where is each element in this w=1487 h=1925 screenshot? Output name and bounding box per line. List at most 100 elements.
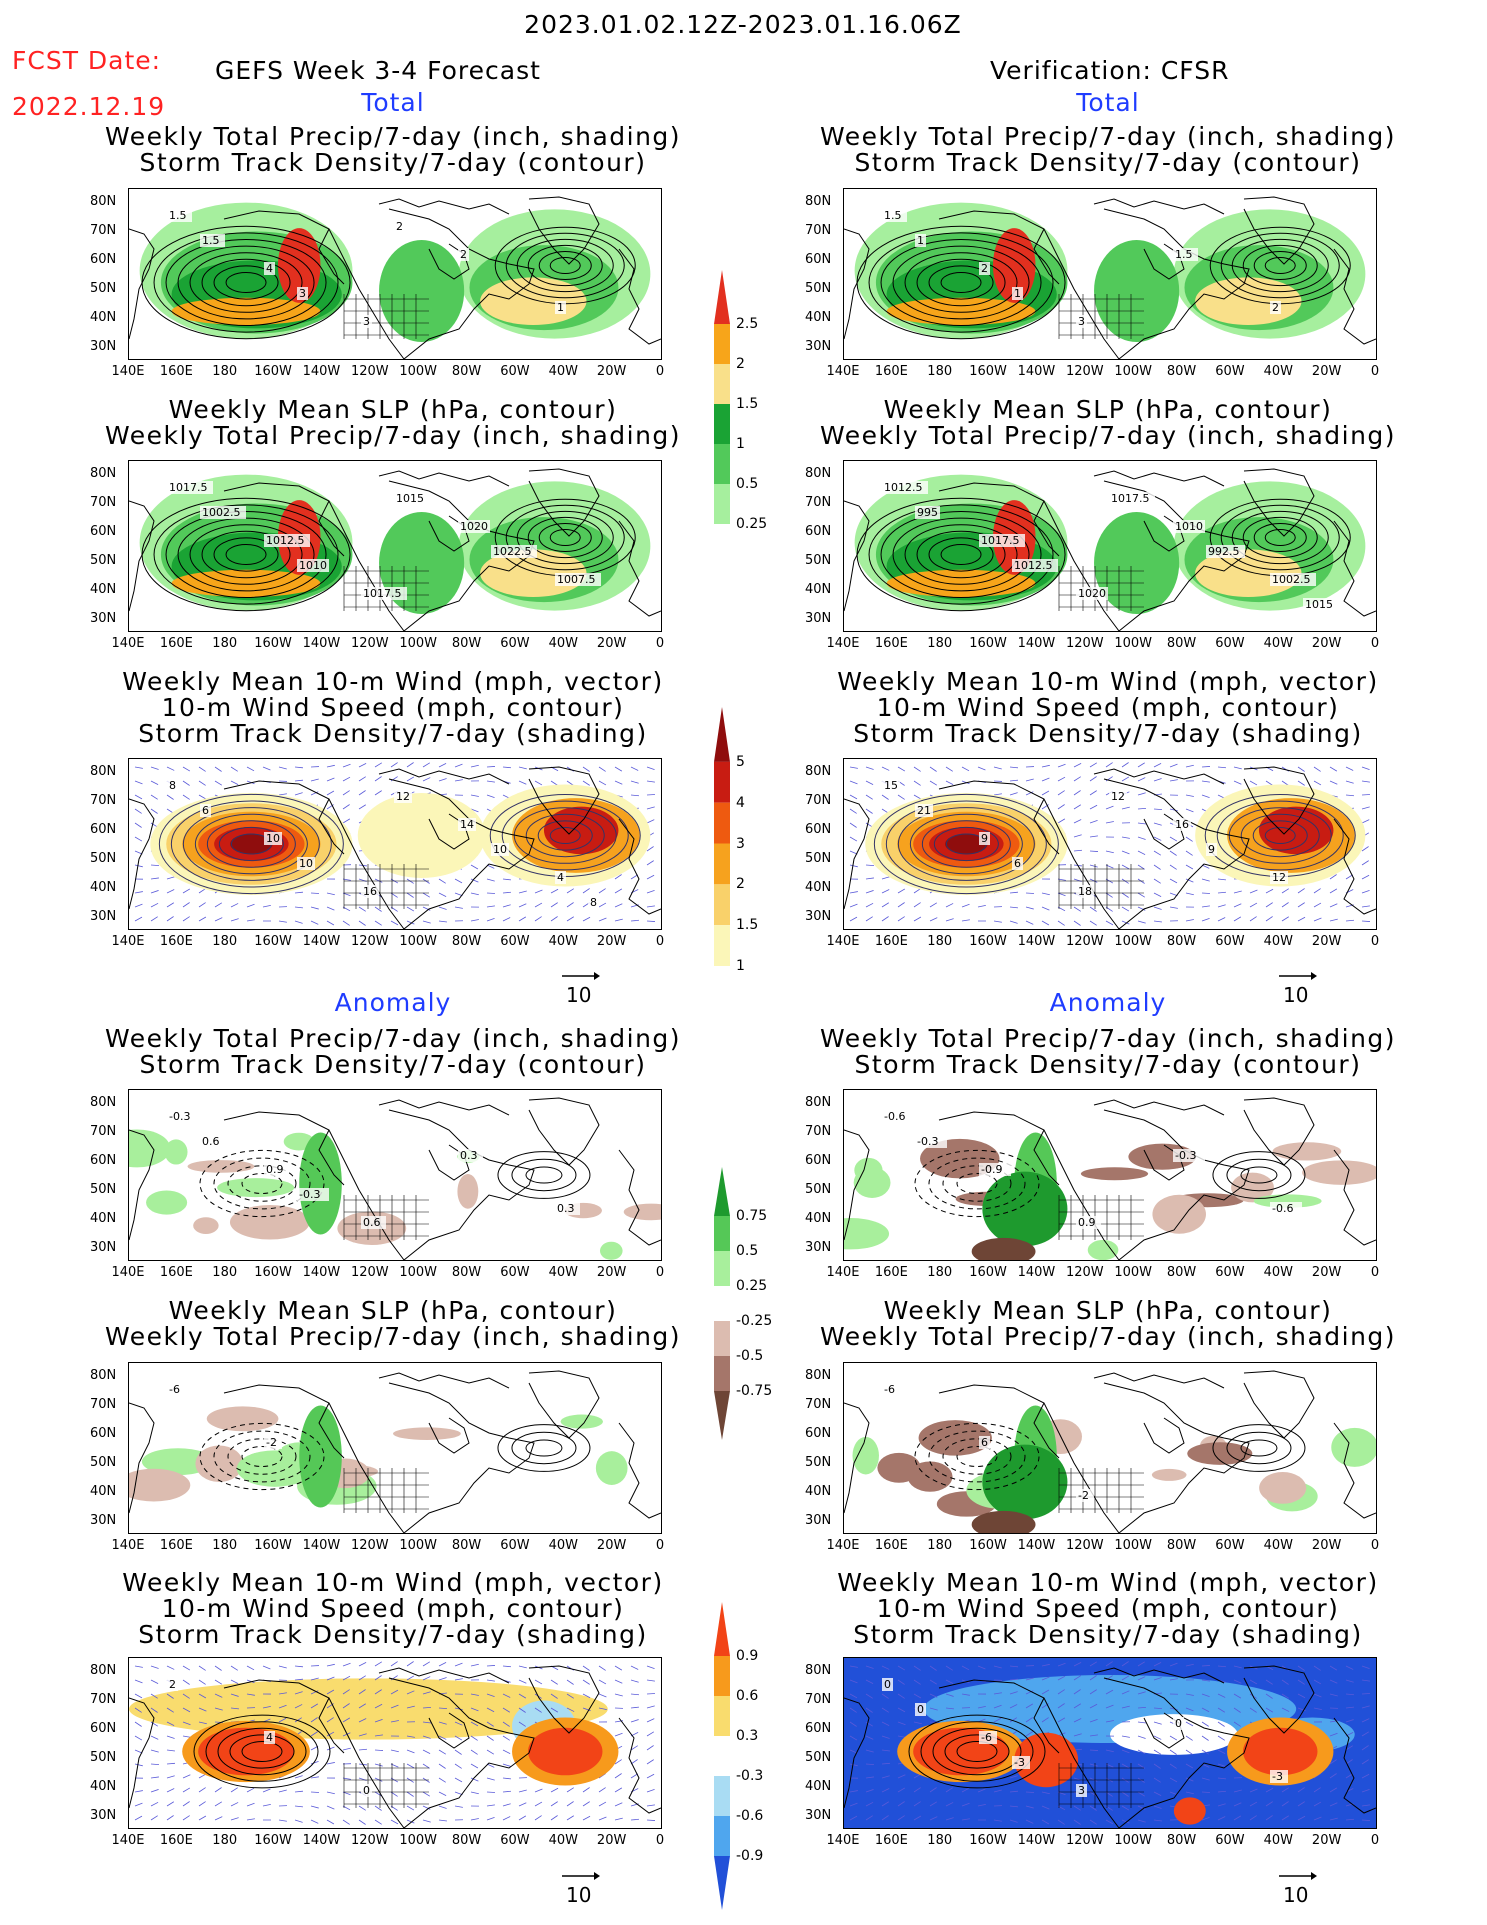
lon-tick-label: 100W bbox=[1114, 636, 1153, 651]
lon-tick-label: 60W bbox=[500, 934, 530, 949]
contour-line bbox=[916, 530, 1006, 579]
anomaly-shade bbox=[971, 1237, 1036, 1260]
contour-label: 1022.5 bbox=[493, 545, 532, 558]
colorbar-segment bbox=[714, 444, 730, 484]
contour-line bbox=[1212, 1151, 1306, 1199]
panel-title: Weekly Mean 10-m Wind (mph, vector) 10-m … bbox=[837, 669, 1378, 747]
coast-asia bbox=[844, 1697, 870, 1809]
coast-west-na bbox=[938, 210, 1120, 359]
coastline-layer bbox=[844, 1665, 1376, 1828]
anomaly-shade bbox=[141, 1448, 215, 1476]
panel-title-line: Storm Track Density/7-day (contour) bbox=[139, 148, 647, 177]
contour-line bbox=[1240, 1166, 1278, 1184]
contour-label: 3 bbox=[299, 287, 306, 300]
contour-label: 0 bbox=[884, 1678, 891, 1691]
coastline-layer bbox=[129, 1665, 661, 1828]
contour-label: 0.3 bbox=[557, 1202, 575, 1215]
colorbar-label: 1.5 bbox=[736, 396, 759, 412]
contour-line bbox=[932, 1727, 1022, 1776]
contour-line bbox=[537, 820, 593, 851]
contour-labels: -6 -2 bbox=[167, 1383, 282, 1449]
coast-greenland bbox=[1243, 196, 1315, 265]
panel-title-line: Weekly Mean 10-m Wind (mph, vector) bbox=[122, 667, 664, 696]
lon-tick-label: 180 bbox=[212, 934, 238, 949]
anomaly-shade bbox=[217, 1178, 295, 1198]
panel-title-line: Weekly Total Precip/7-day (inch, shading… bbox=[104, 1322, 682, 1351]
lon-tick-label: 140W bbox=[302, 364, 341, 379]
contour-line bbox=[1253, 522, 1307, 553]
lat-tick-label: 60N bbox=[805, 1153, 832, 1168]
contour-line bbox=[527, 516, 603, 559]
arrow-icon bbox=[562, 972, 600, 980]
lon-tick-label: 160E bbox=[874, 1833, 908, 1848]
lon-tick-label: 40W bbox=[548, 364, 578, 379]
coast-europe bbox=[618, 1149, 661, 1246]
contour-label: -3 bbox=[1014, 1756, 1025, 1769]
coast-europe bbox=[618, 818, 661, 915]
colorbar-segment bbox=[714, 270, 730, 324]
panel-title-line: Storm Track Density/7-day (shading) bbox=[853, 1620, 1363, 1649]
lat-tick-label: 80N bbox=[90, 1368, 117, 1383]
lon-tick-label: 140E bbox=[111, 364, 145, 379]
coast-west-na bbox=[938, 1384, 1120, 1533]
contour-line bbox=[942, 1438, 1012, 1475]
anomaly-shade bbox=[146, 1190, 188, 1215]
lat-tick-label: 60N bbox=[90, 524, 117, 539]
contour-label: 0 bbox=[917, 1703, 924, 1716]
lon-tick-label: 80W bbox=[451, 364, 482, 379]
colorbar-segment bbox=[714, 1602, 730, 1656]
coast-asia bbox=[129, 1129, 155, 1241]
coastline-layer bbox=[844, 196, 1376, 359]
lat-tick-label: 50N bbox=[805, 1750, 832, 1765]
coast-west-na bbox=[938, 1679, 1120, 1828]
lat-tick-label: 80N bbox=[90, 194, 117, 209]
coast-asia bbox=[129, 798, 155, 910]
contour-label: 1.5 bbox=[169, 209, 187, 222]
lat-tick-label: 50N bbox=[805, 281, 832, 296]
anomaly-shade bbox=[193, 1217, 219, 1234]
lon-tick-label: 160W bbox=[969, 1265, 1007, 1280]
coastline-layer bbox=[129, 766, 661, 929]
contour-labels: 1012.5 1017.5 1020 1010 1002.5 995 1012.5 1017.… bbox=[882, 481, 1335, 611]
lon-tick-label: 40W bbox=[1263, 636, 1293, 651]
lon-tick-label: 140E bbox=[111, 1538, 145, 1553]
contour-line bbox=[177, 245, 315, 320]
contour-label: 10 bbox=[266, 832, 280, 845]
map-panel-v-anom_precip: -0.6 -0.9 0.9 -0.3 -0.6 -0.3 bbox=[843, 1089, 1377, 1261]
colorbar-label: -0.3 bbox=[736, 1768, 764, 1784]
map-panel-f-anom_slp: -6 -2 bbox=[128, 1362, 662, 1534]
coast-east-na bbox=[388, 480, 535, 631]
contour-label: 0.6 bbox=[202, 1135, 220, 1148]
contour-line bbox=[908, 1714, 1046, 1789]
contour-line bbox=[956, 1446, 998, 1467]
lon-tick-label: 40W bbox=[548, 934, 578, 949]
contour-line bbox=[538, 522, 592, 553]
contour-line bbox=[928, 537, 994, 572]
anomaly-shade bbox=[457, 1173, 479, 1209]
lon-tick-label: 20W bbox=[596, 636, 627, 651]
contour-label: 12 bbox=[396, 790, 410, 803]
contour-labels: 8 10 16 14 4 6 10 12 10 8 bbox=[167, 779, 599, 909]
anomaly-shade bbox=[299, 1405, 342, 1508]
map-panel-v-total_precip: 1.5 2 3 1.5 2 1 1 bbox=[843, 188, 1377, 360]
map-canvas: -6 -2 bbox=[129, 1370, 661, 1533]
lat-tick-label: 50N bbox=[90, 281, 117, 296]
lat-tick-label: 50N bbox=[90, 1455, 117, 1470]
map-canvas: -0.3 0.9 0.6 0.3 0.3 0.6 -0.3 bbox=[129, 1097, 661, 1260]
lat-tick-label: 50N bbox=[90, 1750, 117, 1765]
map-panel-v-anom_slp: -6 6 -2 bbox=[843, 1362, 1377, 1534]
lon-tick-label: 140E bbox=[826, 934, 860, 949]
map-canvas: -0.6 -0.9 0.9 -0.3 -0.6 -0.3 bbox=[844, 1097, 1376, 1260]
map-canvas: 1.5 4 3 2 1 1.5 3 2 bbox=[129, 196, 661, 359]
panel-title: Weekly Total Precip/7-day (inch, shading… bbox=[820, 1026, 1396, 1078]
panel-title-line: Weekly Total Precip/7-day (inch, shading… bbox=[819, 421, 1397, 450]
lon-tick-label: 160E bbox=[159, 1538, 193, 1553]
contour-line bbox=[1216, 800, 1344, 871]
contour-labels: 2 4 0 bbox=[167, 1678, 372, 1797]
contour-line bbox=[225, 544, 267, 565]
coast-east-na bbox=[388, 1382, 535, 1533]
lat-tick-label: 40N bbox=[805, 582, 832, 597]
colorbar-segment bbox=[714, 1251, 730, 1286]
lon-tick-label: 20W bbox=[596, 934, 627, 949]
colorbar-label: -0.25 bbox=[736, 1313, 773, 1329]
